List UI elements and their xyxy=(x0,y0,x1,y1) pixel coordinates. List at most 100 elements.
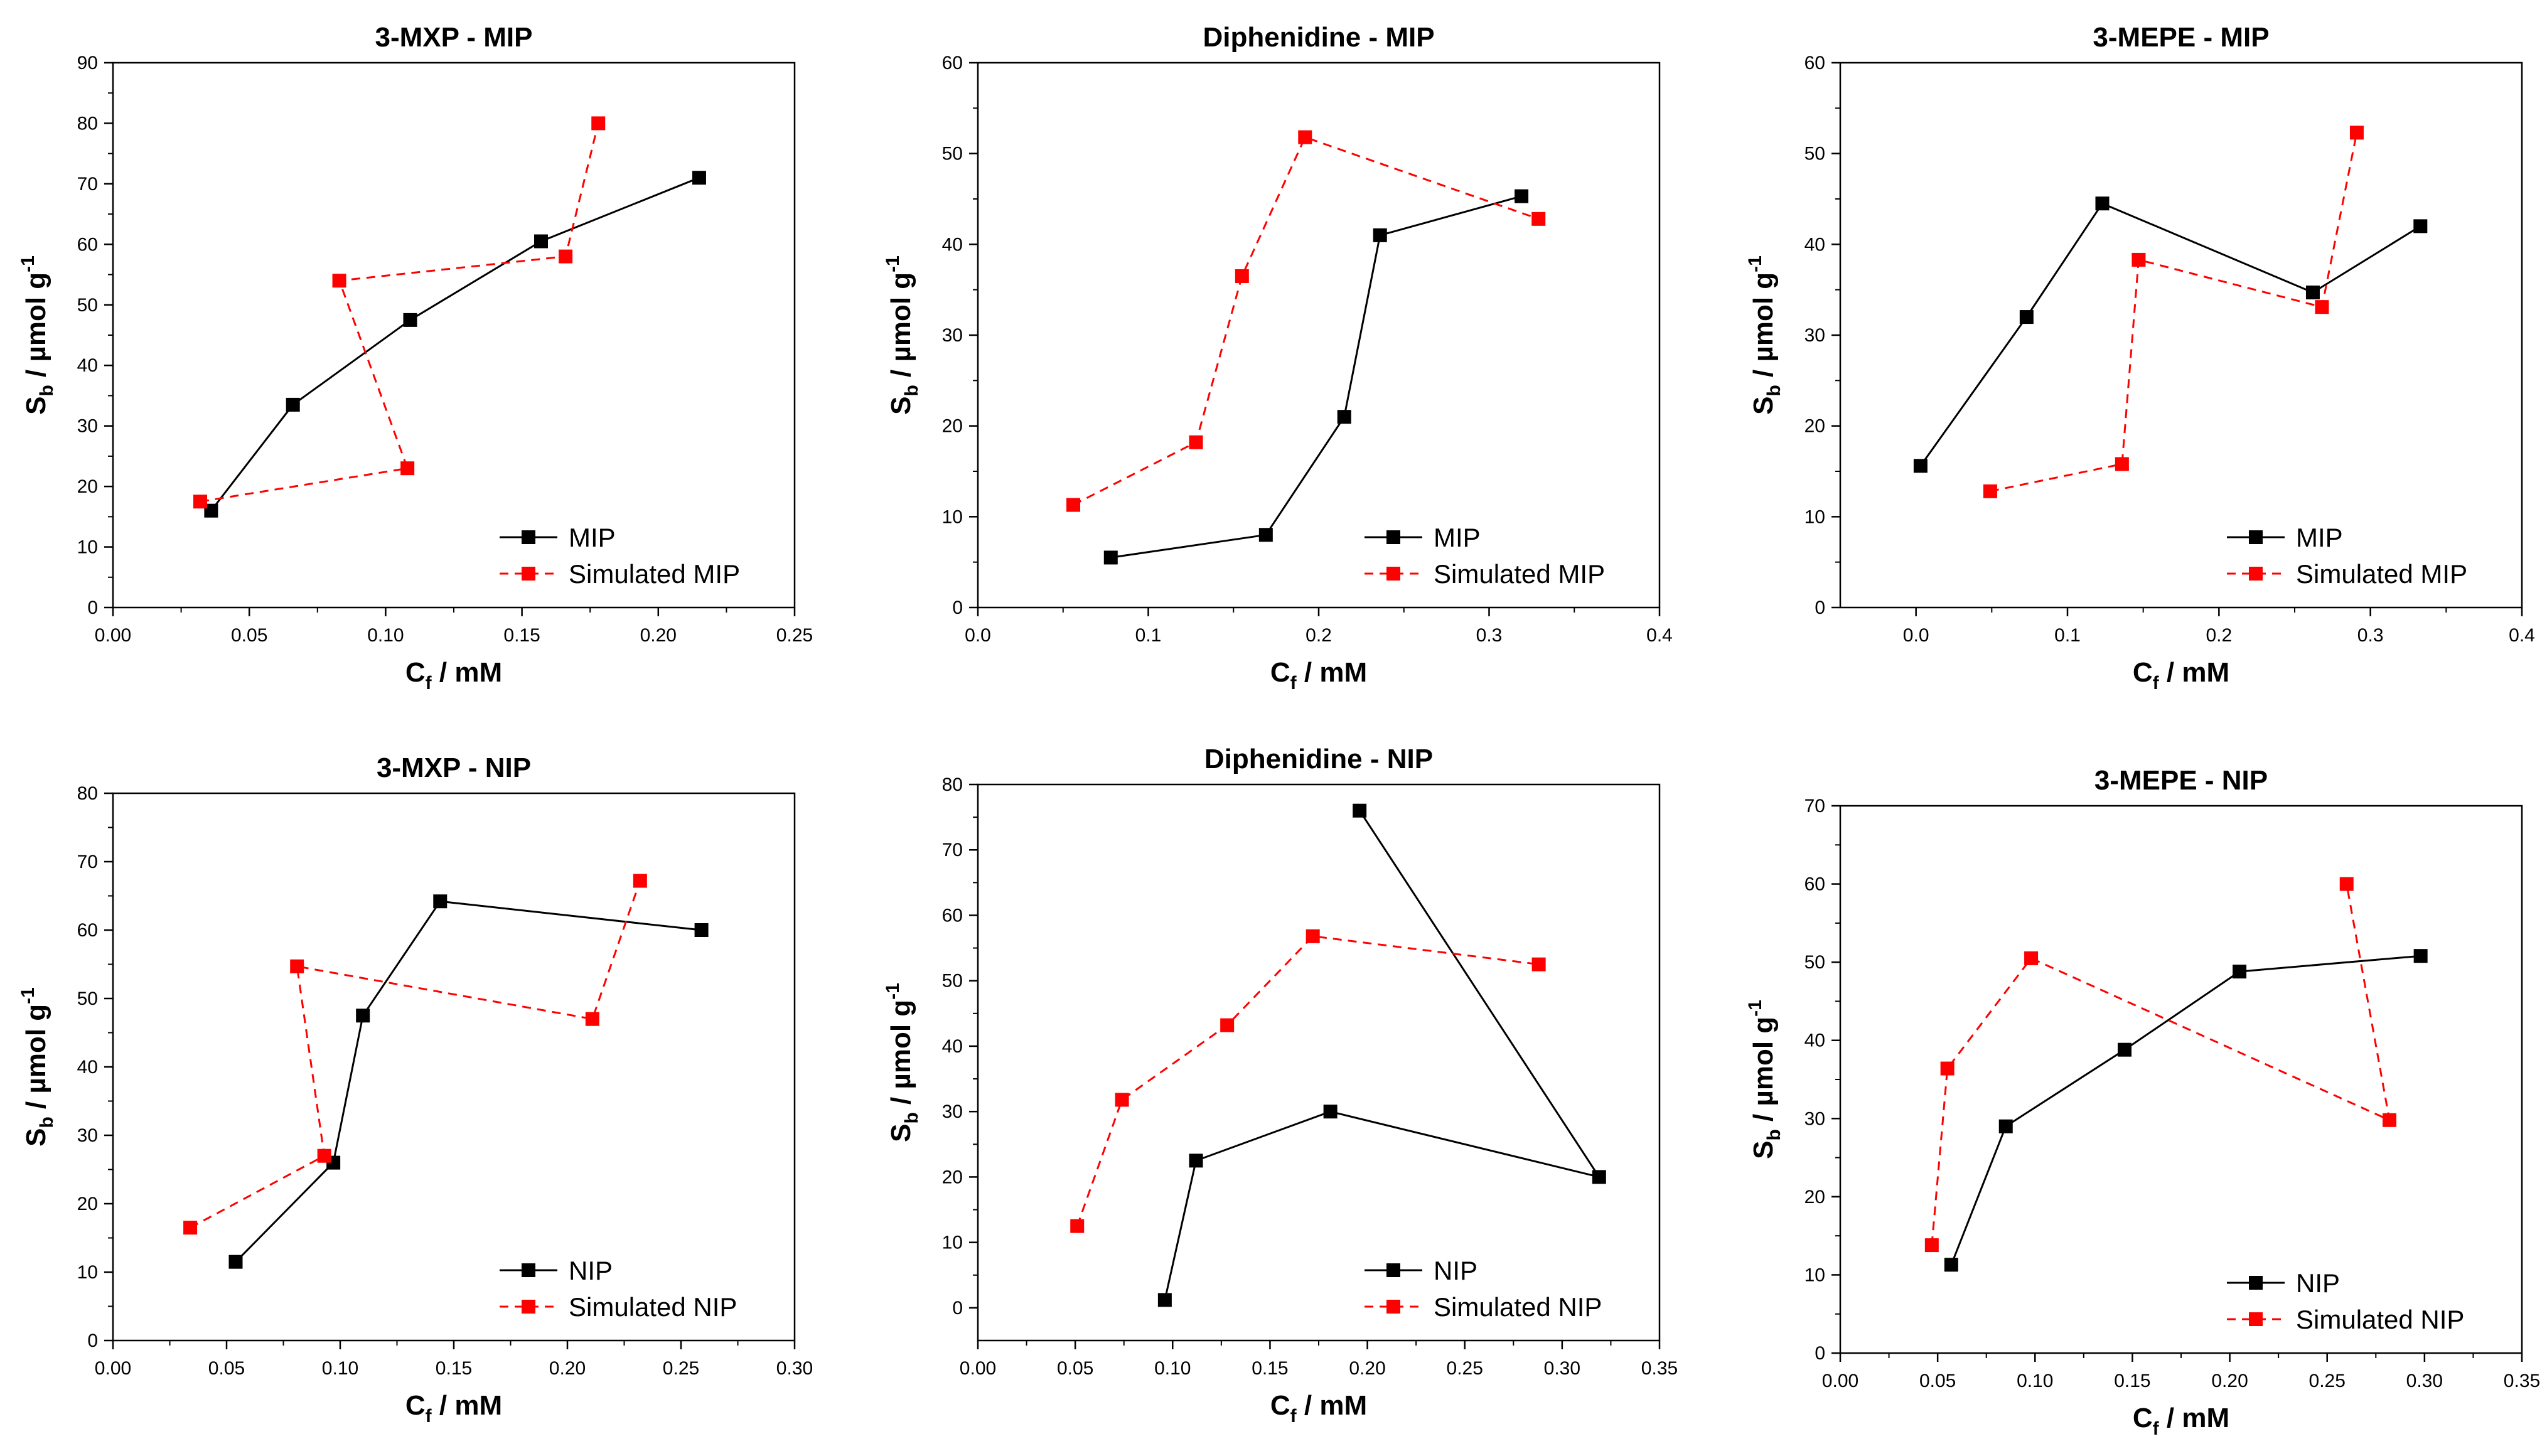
y-tick-label: 70 xyxy=(77,174,98,195)
y-tick-label: 30 xyxy=(77,416,98,437)
y-tick-label: 10 xyxy=(942,506,963,527)
legend-marker xyxy=(2249,1276,2263,1290)
y-tick-label: 30 xyxy=(942,325,963,346)
data-point-measured xyxy=(1323,1105,1338,1119)
x-axis-symbol: C xyxy=(2133,1403,2153,1433)
y-axis-superscript: -1 xyxy=(882,983,903,1000)
data-point-measured xyxy=(2413,949,2428,963)
x-tick-label: 0.25 xyxy=(663,1358,699,1379)
data-point-simulated xyxy=(585,1012,599,1026)
y-tick-label: 80 xyxy=(77,113,98,134)
data-point-measured xyxy=(228,1255,243,1269)
y-axis-label: Sb / µmol g-1 xyxy=(882,983,922,1142)
series-line-measured xyxy=(235,900,702,1263)
legend-label: NIP xyxy=(569,1256,613,1285)
x-tick-label: 0.10 xyxy=(367,625,404,646)
x-axis-label: Cf / mM xyxy=(2133,1403,2229,1439)
data-point-simulated xyxy=(1531,957,1546,972)
data-point-simulated xyxy=(2383,1113,2397,1127)
data-point-measured xyxy=(204,503,218,518)
x-tick-label: 0.10 xyxy=(2017,1371,2053,1391)
x-tick-label: 0.10 xyxy=(1154,1358,1191,1379)
y-tick-label: 90 xyxy=(77,53,98,73)
y-axis-superscript: -1 xyxy=(18,255,38,272)
data-point-measured xyxy=(1373,228,1387,242)
x-tick-label: 0.2 xyxy=(1306,625,1332,646)
y-tick-label: 50 xyxy=(77,295,98,316)
data-point-measured xyxy=(1592,1170,1606,1184)
data-point-simulated xyxy=(2131,252,2146,267)
data-point-measured xyxy=(1353,803,1367,818)
y-axis-unit: / µmol g xyxy=(1748,272,1779,385)
chart-title: 3-MEPE - NIP xyxy=(2094,765,2268,796)
data-point-simulated xyxy=(1983,484,1997,498)
y-tick-label: 40 xyxy=(77,355,98,376)
series-line-measured xyxy=(1110,195,1522,559)
x-axis-label: Cf / mM xyxy=(405,1390,502,1427)
data-point-measured xyxy=(2413,219,2428,233)
x-axis-subscript: f xyxy=(2153,673,2160,693)
legend-label: NIP xyxy=(1434,1256,1477,1285)
legend-marker xyxy=(1386,1300,1400,1314)
y-axis-unit: / µmol g xyxy=(21,1004,51,1116)
legend-marker xyxy=(1386,567,1400,581)
legend-label: MIP xyxy=(1434,523,1481,552)
data-point-simulated xyxy=(2024,951,2039,965)
x-tick-label: 0.30 xyxy=(776,1358,813,1379)
x-axis-symbol: C xyxy=(405,657,426,688)
y-axis-subscript: b xyxy=(1764,385,1784,396)
data-point-simulated xyxy=(1924,1238,1939,1253)
plot-frame xyxy=(977,783,1661,1342)
x-tick-label: 0.05 xyxy=(231,625,267,646)
legend-marker xyxy=(522,567,535,581)
x-axis-symbol: C xyxy=(405,1390,426,1421)
y-axis-subscript: b xyxy=(36,1116,57,1128)
data-point-measured xyxy=(2233,965,2247,979)
chart-panel: 3-MEPE - MIP 0.0 0.1 0.2 0.3 0.4 0 10 20 30 40 50 60… xyxy=(1745,22,2535,693)
y-tick-label: 10 xyxy=(77,1262,98,1283)
y-tick-label: 50 xyxy=(1804,144,1825,164)
data-point-simulated xyxy=(2115,457,2129,471)
y-axis-unit: / µmol g xyxy=(886,272,916,385)
x-tick-label: 0.00 xyxy=(960,1358,996,1379)
data-point-measured xyxy=(356,1009,370,1023)
y-tick-label: 20 xyxy=(77,476,98,497)
x-tick-label: 0.05 xyxy=(208,1358,245,1379)
y-tick-label: 40 xyxy=(77,1057,98,1078)
x-tick-label: 0.00 xyxy=(95,1358,131,1379)
y-axis-subscript: b xyxy=(901,385,922,396)
x-tick-label: 0.20 xyxy=(549,1358,586,1379)
x-tick-label: 0.1 xyxy=(2054,625,2081,646)
data-point-measured xyxy=(1157,1293,1172,1307)
x-tick-label: 0.3 xyxy=(2357,625,2384,646)
x-axis-symbol: C xyxy=(1270,1390,1290,1421)
x-tick-label: 0.15 xyxy=(436,1358,472,1379)
y-tick-label: 40 xyxy=(942,1036,963,1057)
plot-frame xyxy=(977,62,1661,609)
y-tick-label: 60 xyxy=(1804,874,1825,895)
chart-title: 3-MXP - NIP xyxy=(377,752,531,783)
data-point-measured xyxy=(1998,1119,2013,1133)
data-point-simulated xyxy=(1298,130,1312,144)
y-tick-label: 0 xyxy=(87,597,98,618)
x-tick-label: 0.4 xyxy=(1646,625,1673,646)
data-point-simulated xyxy=(317,1148,331,1163)
x-tick-label: 0.25 xyxy=(1447,1358,1483,1379)
x-tick-label: 0.4 xyxy=(2509,625,2535,646)
x-tick-label: 0.10 xyxy=(322,1358,358,1379)
y-tick-label: 70 xyxy=(77,852,98,872)
y-tick-label: 20 xyxy=(1804,1187,1825,1207)
y-tick-label: 20 xyxy=(77,1194,98,1214)
series-line-measured xyxy=(210,176,700,511)
data-point-measured xyxy=(1103,550,1118,565)
x-tick-label: 0.15 xyxy=(1252,1358,1288,1379)
legend-label: Simulated MIP xyxy=(2296,559,2467,589)
y-axis-symbol: S xyxy=(1748,1141,1779,1159)
data-point-measured xyxy=(1258,528,1273,542)
y-tick-label: 40 xyxy=(942,234,963,255)
y-tick-label: 60 xyxy=(942,905,963,926)
series-line-measured xyxy=(1950,955,2421,1265)
x-tick-label: 0.00 xyxy=(1822,1371,1858,1391)
y-axis-unit: / µmol g xyxy=(1748,1017,1779,1129)
